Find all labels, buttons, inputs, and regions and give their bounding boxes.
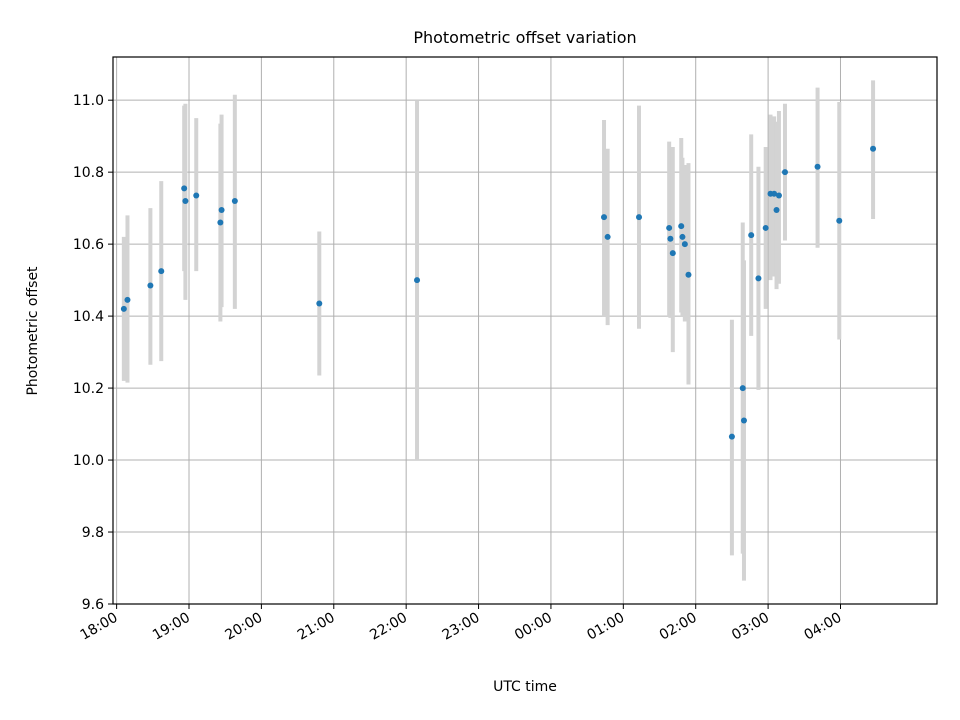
- data-point: [739, 385, 746, 392]
- data-point: [124, 296, 131, 303]
- data-point: [678, 223, 685, 230]
- data-point: [182, 197, 189, 204]
- data-point: [231, 197, 238, 204]
- data-point: [601, 214, 608, 221]
- y-tick-label: 9.6: [82, 597, 104, 613]
- data-point: [728, 433, 735, 440]
- plot-frame: [112, 56, 938, 605]
- y-tick-label: 11.0: [73, 93, 104, 109]
- data-point: [755, 275, 762, 282]
- data-point: [681, 241, 688, 248]
- data-point: [762, 224, 769, 231]
- data-point: [218, 206, 225, 213]
- data-point: [679, 233, 686, 240]
- data-point: [604, 233, 611, 240]
- data-point: [158, 268, 165, 275]
- data-point: [669, 250, 676, 257]
- y-tick-label: 10.2: [73, 381, 104, 397]
- data-point: [667, 235, 674, 242]
- data-point: [775, 192, 782, 199]
- y-axis-label: Photometric offset: [25, 266, 41, 396]
- y-tick-label: 10.6: [73, 237, 104, 253]
- data-point: [814, 163, 821, 170]
- x-axis-label: UTC time: [493, 679, 557, 695]
- data-point: [414, 277, 421, 284]
- data-point: [748, 232, 755, 239]
- y-axis-ticks: 9.6 9.8 10.0 10.2 10.4 10.6 10.8 11.0: [73, 93, 113, 613]
- data-point: [836, 217, 843, 224]
- data-point: [685, 271, 692, 278]
- y-tick-label: 10.8: [73, 165, 104, 181]
- data-point: [636, 214, 643, 221]
- data-point: [147, 282, 154, 289]
- data-point: [666, 224, 673, 231]
- data-points: [120, 145, 877, 440]
- data-point: [217, 219, 224, 226]
- data-point: [316, 300, 323, 307]
- chart-title: Photometric offset variation: [413, 28, 636, 47]
- data-point: [193, 192, 200, 199]
- y-tick-label: 10.0: [73, 453, 104, 469]
- data-point: [740, 417, 747, 424]
- data-point: [771, 190, 778, 197]
- y-tick-label: 10.4: [73, 309, 104, 325]
- data-point: [120, 305, 127, 312]
- y-tick-label: 9.8: [82, 525, 104, 541]
- data-point: [781, 169, 788, 176]
- data-point: [181, 185, 188, 192]
- data-point: [773, 206, 780, 213]
- data-point: [870, 145, 877, 152]
